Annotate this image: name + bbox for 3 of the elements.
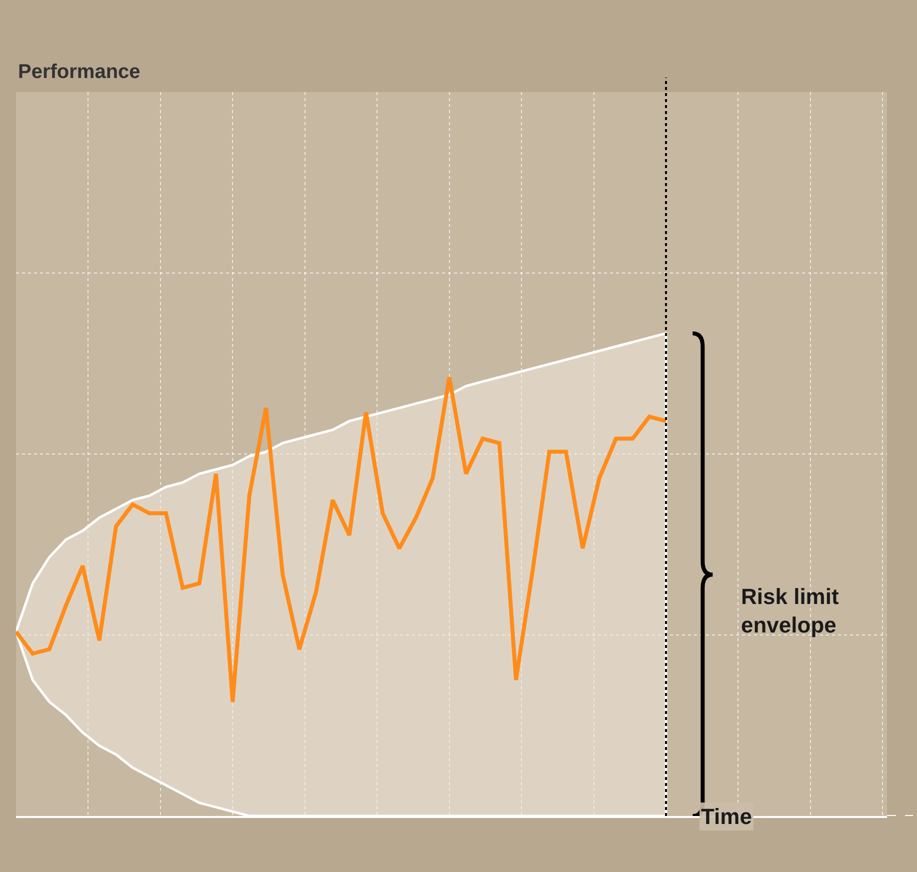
x-axis-title: Time (701, 804, 752, 829)
text: Performance (18, 61, 140, 83)
text: Risk limit envelope (741, 584, 840, 638)
